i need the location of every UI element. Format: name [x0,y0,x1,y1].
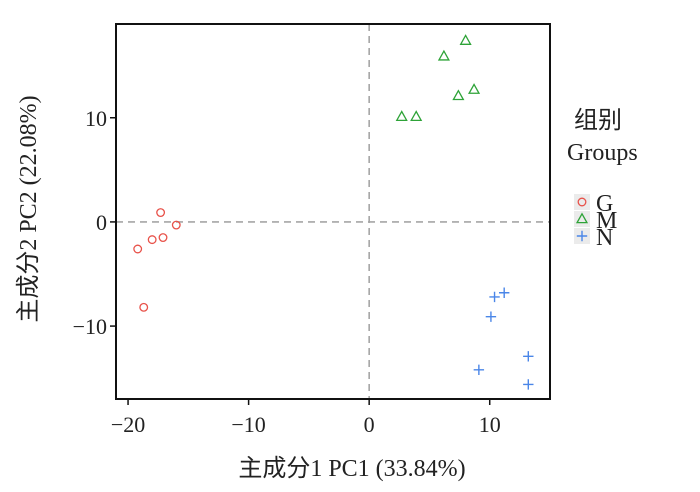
y-tick-label: 0 [96,210,107,235]
data-point-g-1 [156,208,166,217]
data-point-g-5 [133,244,143,254]
y-axis-title: 主成分2 PC2 (22.08%) [15,95,42,322]
legend-title-english: Groups [567,140,638,166]
data-point-m-5 [395,110,408,121]
legend-item-g: G [574,191,613,217]
plot-frame [115,23,551,400]
x-axis-title: 主成分1 PC1 (33.84%) [238,455,465,482]
data-point-g-6 [139,302,149,312]
data-point-n-6 [523,379,534,390]
series-n [473,287,534,390]
data-point-n-1 [498,287,510,298]
legend-item-n: N [574,225,613,251]
data-point-m-4 [452,89,465,101]
legend-label-n: N [596,225,613,251]
data-point-g-2 [171,220,181,230]
data-point-m-1 [459,34,472,45]
legend-items: GMN [574,191,617,251]
x-tick-label: −20 [111,412,145,437]
legend-key-g [577,197,587,207]
x-tick-label: 10 [479,412,501,437]
data-point-n-2 [489,291,500,303]
series-m [395,34,481,121]
series-g [133,208,181,312]
y-axis: −10 0 10 [73,106,116,339]
data-point-n-5 [473,364,485,376]
x-axis: −20 −10 0 10 [111,399,501,437]
x-tick-label: 0 [364,412,375,437]
x-tick-label: −10 [231,412,265,437]
data-point-g-3 [147,235,157,245]
y-tick-label: 10 [85,106,107,131]
data-point-m-2 [437,49,450,61]
legend-title-chinese: 组别 [574,107,622,134]
data-point-m-3 [468,83,481,94]
legend-label-m: M [596,208,617,234]
plot-area [115,23,551,400]
y-tick-label: −10 [73,314,107,339]
data-point-n-4 [523,351,534,362]
data-point-n-3 [485,311,497,322]
data-point-m-6 [410,110,423,121]
legend-item-m: M [574,208,617,234]
legend: 组别 Groups GMN [567,107,638,251]
legend-key-n [576,230,588,242]
data-point-g-4 [158,233,168,242]
legend-label-g: G [596,191,613,217]
legend-key-background [574,194,590,210]
legend-key-m [575,212,589,224]
